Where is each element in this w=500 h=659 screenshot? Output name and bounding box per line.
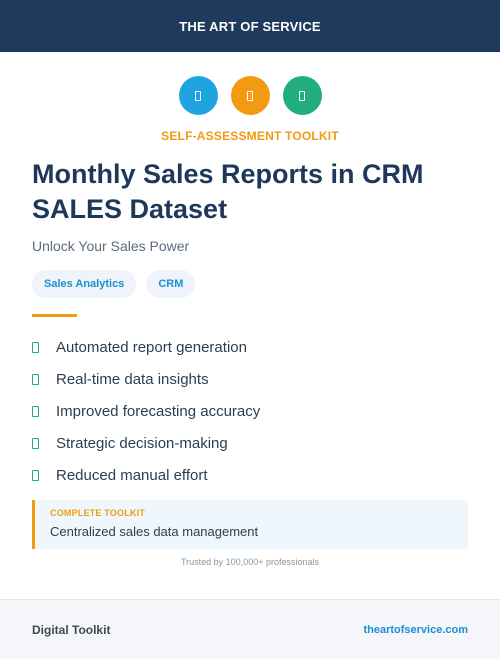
callout-label: COMPLETE TOOLKIT	[50, 508, 146, 518]
list-item: Real-time data insights	[32, 363, 260, 395]
feature-text: Strategic decision-making	[56, 434, 228, 452]
header-bar: THE ART OF SERVICE	[0, 0, 500, 52]
placeholder-glyph-icon	[247, 90, 253, 101]
title-line-1: Monthly Sales Reports in CRM	[32, 159, 424, 189]
check-icon	[32, 373, 39, 385]
placeholder-glyph-icon	[195, 90, 201, 101]
placeholder-glyph-icon	[299, 90, 305, 101]
green-badge-icon	[282, 76, 322, 115]
tag-sales-analytics[interactable]: Sales Analytics	[32, 270, 137, 298]
page-title: Monthly Sales Reports in CRM SALES Datas…	[32, 157, 472, 227]
brand-title: THE ART OF SERVICE	[179, 18, 321, 34]
feature-text: Reduced manual effort	[56, 466, 208, 484]
feature-text: Improved forecasting accuracy	[56, 402, 261, 420]
trust-note: Trusted by 100,000+ professionals	[180, 557, 319, 567]
title-line-2: SALES Dataset	[32, 194, 228, 224]
check-icon	[32, 341, 39, 353]
footer-bar: Digital Toolkit theartofservice.com	[0, 599, 500, 659]
toolkit-callout: COMPLETE TOOLKIT Centralized sales data …	[32, 500, 468, 549]
kicker-label: SELF-ASSESSMENT TOOLKIT	[161, 129, 339, 143]
orange-badge-icon	[230, 76, 270, 115]
icon-row	[0, 76, 500, 115]
blue-badge-icon	[178, 76, 218, 115]
callout-text: Centralized sales data management	[50, 524, 259, 539]
tag-crm[interactable]: CRM	[146, 270, 196, 298]
tag-list: Sales Analytics CRM	[32, 270, 196, 298]
list-item: Reduced manual effort	[32, 459, 260, 491]
list-item: Strategic decision-making	[32, 427, 260, 459]
footer-label: Digital Toolkit	[32, 622, 111, 637]
list-item: Automated report generation	[32, 331, 260, 363]
check-icon	[32, 405, 39, 417]
footer-website-link[interactable]: theartofservice.com	[363, 623, 468, 636]
feature-text: Real-time data insights	[56, 370, 209, 388]
check-icon	[32, 469, 39, 481]
accent-divider	[32, 314, 77, 317]
feature-list: Automated report generation Real-time da…	[32, 331, 260, 491]
list-item: Improved forecasting accuracy	[32, 395, 260, 427]
check-icon	[32, 437, 39, 449]
subtitle: Unlock Your Sales Power	[32, 238, 190, 254]
feature-text: Automated report generation	[56, 338, 247, 356]
